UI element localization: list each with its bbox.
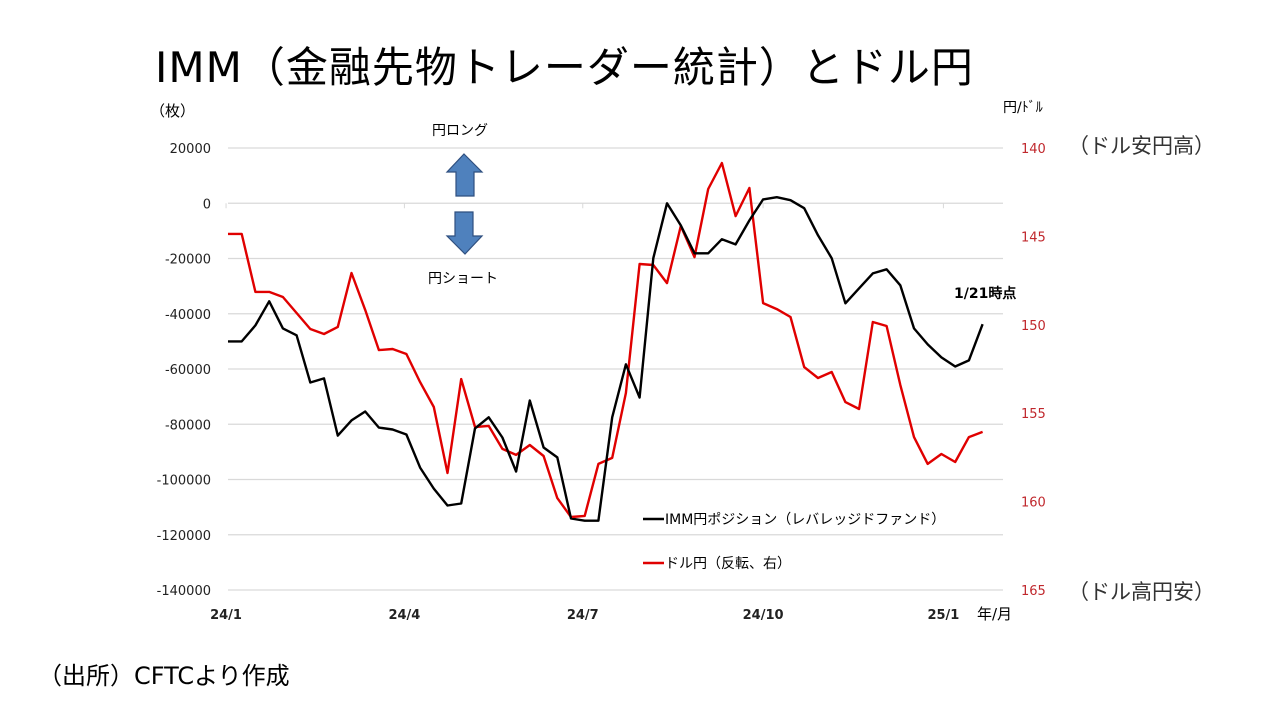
left-axis-label: （枚） [150,102,195,120]
x-tick-label: 25/1 [927,608,959,623]
dollar-strong-label: （ドル高円安） [1068,580,1215,604]
x-tick-label: 24/4 [388,608,420,623]
down-arrow-icon [445,211,484,255]
y-left-tick-label: 0 [203,197,211,212]
legend-label-imm: IMM円ポジション（レバレッジドファンド） [665,512,945,528]
y-right-tick-label: 155 [1021,407,1046,422]
y-left-tick-label: -20000 [165,253,211,268]
yen-long-label: 円ロング [432,123,488,139]
as-of-label: 1/21時点 [954,285,1016,302]
y-left-tick-label: -40000 [165,308,211,323]
legend: IMM円ポジション（レバレッジドファンド） ドル円（反転、右） [643,512,945,572]
y-left-tick-label: -80000 [165,418,211,433]
x-axis-label: 年/月 [977,605,1012,623]
right-axis-label: 円/ﾄﾞﾙ [1003,100,1043,116]
up-arrow-icon [445,153,484,197]
y-left-tick-label: -140000 [157,584,211,599]
y-left-tick-label: -100000 [157,474,211,489]
legend-label-usdjpy: ドル円（反転、右） [665,556,791,572]
y-left-tick-label: -120000 [157,529,211,544]
chart-title: IMM（金融先物トレーダー統計）とドル円 [155,43,974,92]
source-note: （出所）CFTCより作成 [38,662,290,690]
y-right-tick-label: 145 [1021,230,1046,245]
x-tick-label: 24/1 [210,608,242,623]
dollar-weak-label: （ドル安円高） [1068,134,1215,158]
x-tick-label: 24/7 [567,608,599,623]
y-left-tick-label: -60000 [165,363,211,378]
y-right-tick-label: 140 [1021,142,1046,157]
y-right-tick-label: 160 [1021,496,1046,511]
x-tick-label: 24/10 [743,608,784,623]
y-left-tick-label: 20000 [170,142,211,157]
y-right-tick-label: 165 [1021,584,1046,599]
yen-short-label: 円ショート [428,271,498,287]
y-right-tick-label: 150 [1021,319,1046,334]
series-line-imm [228,195,984,522]
